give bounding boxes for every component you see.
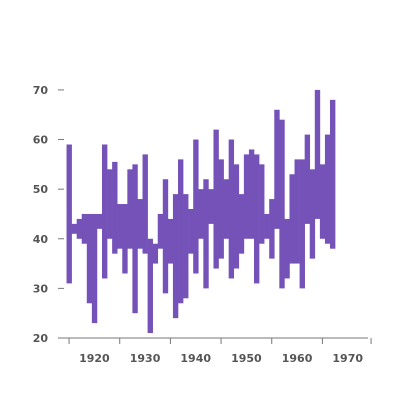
range-bar-1932 — [152, 243, 159, 264]
range-bar-1938 — [183, 194, 189, 299]
range-bar-1961 — [299, 159, 305, 289]
range-bar-1922 — [102, 144, 108, 279]
x-tick-label: 1930 — [130, 352, 161, 365]
bar-group — [66, 89, 336, 334]
y-tick-label: 60 — [33, 134, 49, 147]
range-bar-1925 — [117, 204, 123, 249]
range-bar-1959 — [289, 174, 295, 264]
range-bar-1966 — [324, 134, 331, 244]
range-bar-1924 — [112, 161, 118, 254]
x-tick-label: 1960 — [282, 352, 313, 365]
range-bar-1942 — [203, 179, 209, 289]
range-bar-1934 — [162, 179, 169, 294]
range-bar-1935 — [167, 218, 174, 264]
range-bar-1919 — [86, 213, 93, 304]
range-bar-1923 — [107, 169, 113, 239]
range-bar-1931 — [147, 238, 153, 334]
range-bar-1951 — [248, 149, 255, 239]
range-bar-1918 — [81, 213, 88, 244]
y-axis: 20 30 40 50 60 70 — [33, 84, 64, 345]
range-bar-1944 — [213, 129, 219, 269]
range-bar-1949 — [238, 194, 245, 254]
range-bar-1946 — [223, 179, 229, 239]
y-tick-label: 70 — [33, 84, 49, 97]
range-bar-1937 — [178, 159, 184, 304]
range-bar-1947 — [228, 139, 235, 279]
range-bar-1933 — [157, 213, 164, 249]
range-bar-1916 — [71, 223, 77, 234]
range-bar-1958 — [284, 218, 290, 279]
range-bar-1948 — [233, 164, 240, 269]
y-tick-label: 20 — [33, 332, 49, 345]
range-bar-1940 — [193, 139, 199, 274]
range-bar-1955 — [269, 199, 275, 259]
x-tick-label: 1920 — [79, 352, 110, 365]
range-bar-1953 — [259, 164, 265, 244]
x-axis: 1920 1930 1940 1950 1960 1970 — [64, 337, 372, 365]
x-tick-label: 1970 — [332, 352, 363, 365]
range-bar-1929 — [137, 199, 143, 249]
range-bar-1936 — [172, 194, 179, 319]
y-tick-label: 40 — [33, 233, 49, 246]
range-bar-1957 — [279, 119, 285, 289]
range-bar-1941 — [198, 189, 204, 239]
range-bar-1926 — [122, 204, 128, 274]
x-tick-label: 1940 — [180, 352, 211, 365]
range-bar-1963 — [309, 169, 316, 259]
range-bar-1945 — [218, 159, 224, 259]
range-bar-1928 — [132, 164, 138, 314]
range-bar-1960 — [294, 159, 300, 264]
range-bar-1920 — [91, 213, 98, 324]
range-bar-1962 — [304, 134, 311, 224]
range-bar-1954 — [264, 213, 270, 239]
range-bar-1921 — [96, 213, 103, 229]
range-bar-1964 — [314, 89, 321, 219]
y-tick-label: 50 — [33, 183, 49, 196]
range-bar-1956 — [274, 109, 280, 229]
range-bar-1917 — [76, 218, 83, 239]
range-bar-1950 — [243, 154, 250, 239]
range-bar-1915 — [66, 144, 72, 284]
range-bar-1967 — [330, 99, 336, 249]
range-bar-1939 — [188, 209, 194, 254]
range-bar-1965 — [319, 164, 326, 239]
range-bar-1943 — [208, 189, 214, 224]
range-bar-1927 — [127, 169, 133, 249]
range-bar-1952 — [254, 154, 260, 284]
range-bar-1930 — [142, 154, 148, 254]
x-tick-label: 1950 — [231, 352, 262, 365]
y-tick-label: 30 — [33, 282, 49, 295]
